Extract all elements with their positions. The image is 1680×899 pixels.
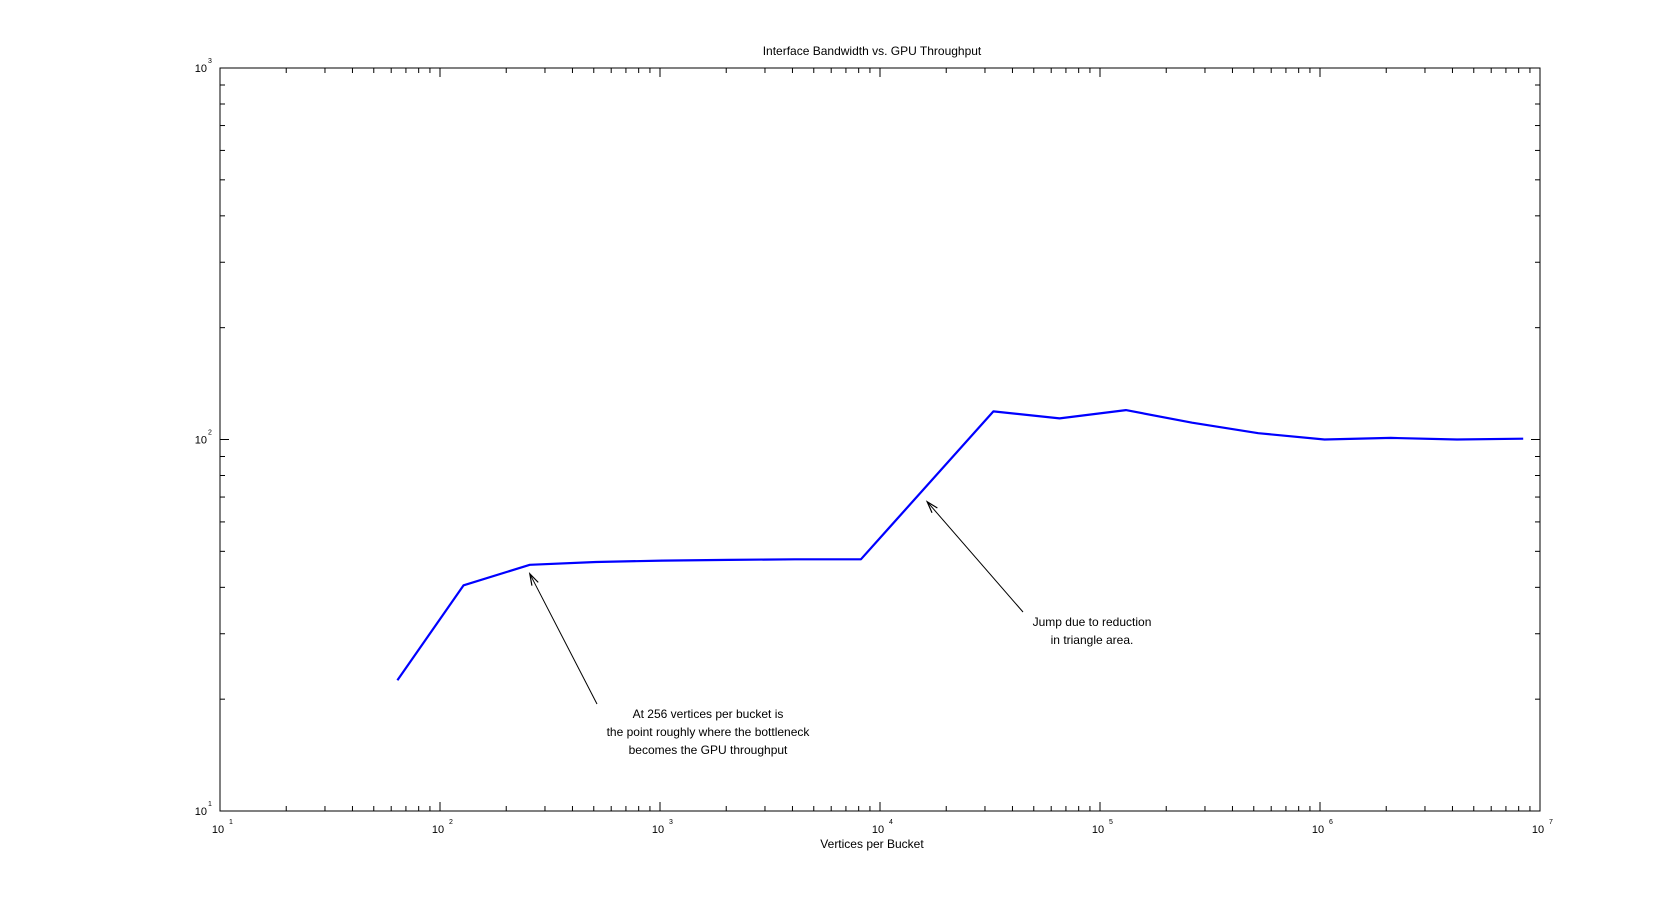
x-tick-label-exponent: 2	[449, 819, 453, 826]
annotation-arrowhead	[925, 500, 938, 513]
x-tick-label-exponent: 6	[1329, 819, 1333, 826]
x-tick-label: 10	[212, 824, 224, 836]
y-tick-label-exponent: 1	[208, 801, 212, 808]
y-tick-label: 10	[195, 806, 207, 818]
x-tick-label-exponent: 4	[889, 819, 893, 826]
y-tick-label: 10	[195, 435, 207, 447]
x-tick-label: 10	[1312, 824, 1324, 836]
x-axis-label: Vertices per Bucket	[820, 837, 924, 851]
x-tick-label-exponent: 7	[1549, 819, 1553, 826]
x-tick-labels: 10 1 10 2 10 3 10 4 10 5 10 6 10 7	[212, 819, 1553, 836]
x-tick-label: 10	[872, 824, 884, 836]
y-tick-label-exponent: 3	[208, 58, 212, 65]
x-tick-label: 10	[1532, 824, 1544, 836]
chart-title: Interface Bandwidth vs. GPU Throughput	[763, 44, 982, 58]
series-layer	[396, 409, 1524, 681]
annotation-arrow	[529, 573, 598, 705]
annotation-arrowhead	[528, 571, 539, 586]
annotation-text: in triangle area.	[1051, 633, 1134, 647]
annotation-text: At 256 vertices per bucket is	[633, 707, 784, 721]
y-tick-label-exponent: 2	[208, 430, 212, 437]
annotation-text: the point roughly where the bottleneck	[607, 725, 811, 739]
axis-ticks	[219, 67, 1541, 812]
annotation-arrow	[926, 501, 1024, 613]
annotation-text: Jump due to reduction	[1033, 615, 1152, 629]
x-tick-label-exponent: 5	[1109, 819, 1113, 826]
annotation-text: becomes the GPU throughput	[629, 743, 788, 757]
x-tick-label: 10	[432, 824, 444, 836]
series-line	[396, 409, 1524, 681]
x-tick-label: 10	[1092, 824, 1104, 836]
x-tick-label-exponent: 3	[669, 819, 673, 826]
x-tick-label: 10	[652, 824, 664, 836]
annotations: At 256 vertices per bucket is the point r…	[528, 500, 1152, 757]
x-tick-label-exponent: 1	[229, 819, 233, 826]
y-tick-label: 10	[195, 63, 207, 75]
